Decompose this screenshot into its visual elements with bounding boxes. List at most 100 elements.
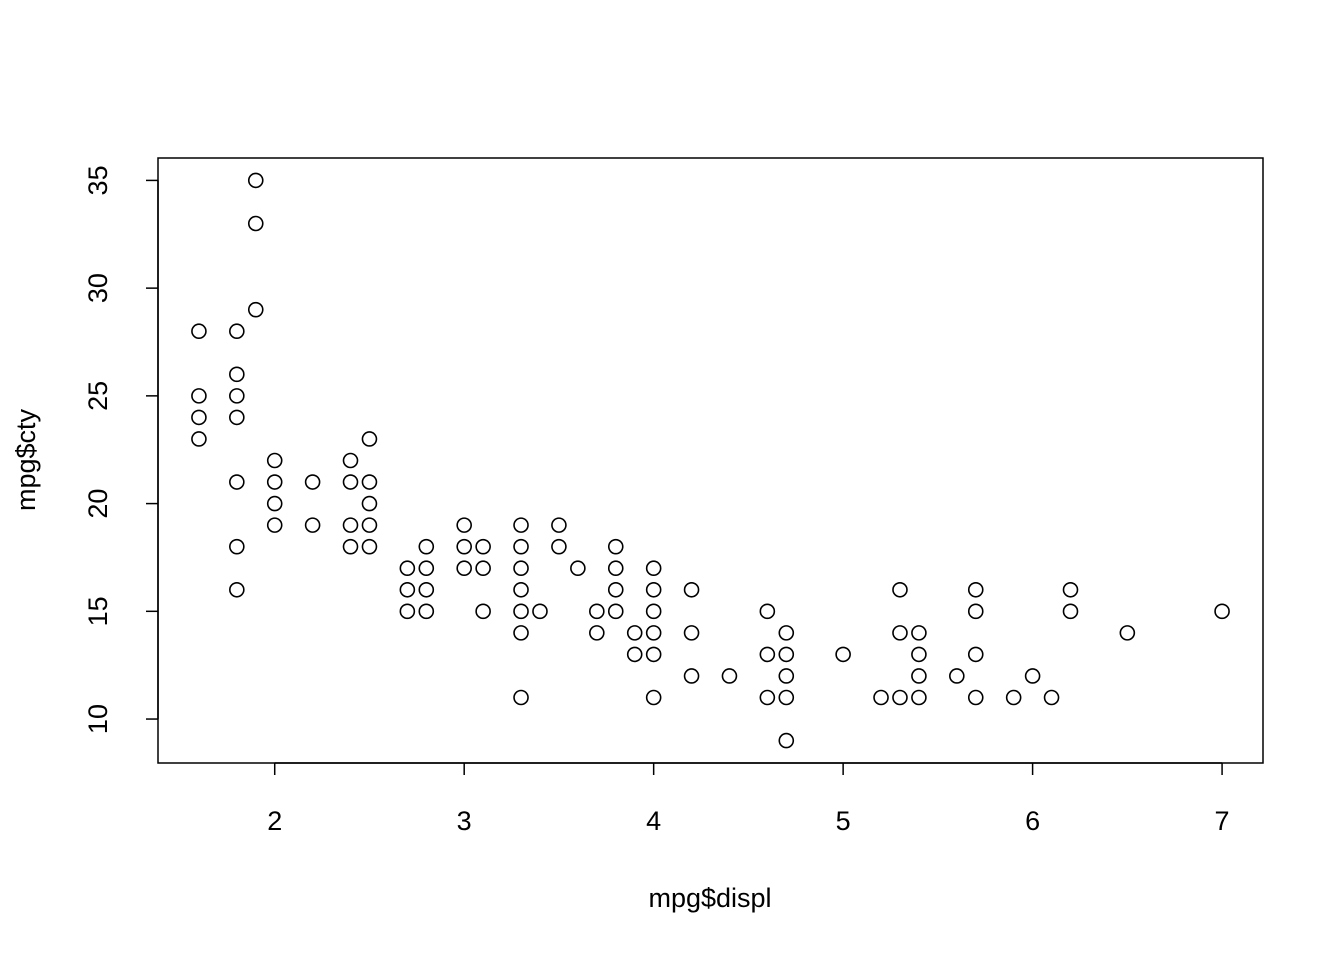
point <box>456 538 472 555</box>
point <box>513 625 529 641</box>
point <box>607 581 624 598</box>
point <box>949 668 965 684</box>
point <box>361 495 378 512</box>
point <box>967 581 984 598</box>
y-tick-label: 35 <box>83 165 113 195</box>
x-tick-label: 7 <box>1215 806 1230 836</box>
y-tick-label: 15 <box>83 596 113 626</box>
point <box>456 560 472 577</box>
point <box>266 517 283 533</box>
point <box>191 388 207 404</box>
point <box>967 646 984 663</box>
point <box>911 625 927 641</box>
point <box>475 538 491 555</box>
point <box>759 646 776 663</box>
point <box>645 689 662 706</box>
point <box>513 603 529 620</box>
point <box>361 474 378 490</box>
x-tick-label: 4 <box>646 806 661 836</box>
plot-box <box>157 157 1264 764</box>
point <box>229 388 245 404</box>
point <box>456 517 472 533</box>
point <box>513 538 529 555</box>
point <box>911 689 927 706</box>
point <box>361 517 378 533</box>
point <box>361 538 378 555</box>
x-tick-label: 3 <box>457 806 472 836</box>
point <box>418 581 435 598</box>
point <box>778 668 795 684</box>
point <box>607 560 624 577</box>
point <box>399 581 416 598</box>
point <box>967 603 984 620</box>
point <box>399 560 416 577</box>
point <box>266 495 283 512</box>
point <box>191 431 207 447</box>
point <box>247 301 264 318</box>
point <box>911 646 927 663</box>
point <box>570 560 586 577</box>
point <box>645 646 662 663</box>
point <box>778 646 795 663</box>
point <box>892 625 908 641</box>
point <box>778 625 795 641</box>
x-axis-label: mpg$displ <box>648 883 771 913</box>
point <box>1062 581 1079 598</box>
point <box>892 689 908 706</box>
point <box>418 603 435 620</box>
point <box>229 538 245 555</box>
point <box>475 560 491 577</box>
x-tick-label: 5 <box>836 806 851 836</box>
point <box>191 409 207 426</box>
point <box>1214 603 1230 620</box>
point <box>626 625 643 641</box>
point <box>513 517 529 533</box>
point <box>683 581 700 598</box>
point <box>532 603 548 620</box>
point <box>683 668 700 684</box>
point <box>304 517 321 533</box>
point <box>607 538 624 555</box>
point <box>607 603 624 620</box>
point <box>873 689 889 706</box>
point <box>1062 603 1079 620</box>
point <box>683 625 700 641</box>
point <box>247 172 264 189</box>
point <box>266 452 283 469</box>
point <box>513 560 529 577</box>
point <box>361 431 378 447</box>
point <box>418 560 435 577</box>
point <box>342 452 359 469</box>
point <box>191 323 207 340</box>
point <box>778 732 795 749</box>
point <box>835 646 851 663</box>
point <box>645 560 662 577</box>
point <box>475 603 491 620</box>
point <box>759 689 776 706</box>
y-tick-label: 20 <box>83 489 113 519</box>
x-tick-label: 2 <box>267 806 282 836</box>
y-tick-label: 10 <box>83 704 113 734</box>
point <box>229 581 245 598</box>
point <box>645 581 662 598</box>
y-tick-label: 25 <box>83 381 113 411</box>
point <box>229 409 245 426</box>
point <box>266 474 283 490</box>
point <box>342 538 359 555</box>
point <box>759 603 776 620</box>
point <box>229 323 245 340</box>
point <box>247 215 264 232</box>
point <box>342 474 359 490</box>
point <box>911 668 927 684</box>
point <box>1043 689 1060 706</box>
point <box>892 581 908 598</box>
point <box>645 603 662 620</box>
point <box>626 646 643 663</box>
point <box>304 474 321 490</box>
point <box>1024 668 1041 684</box>
point <box>418 538 435 555</box>
point <box>342 517 359 533</box>
point <box>645 625 662 641</box>
